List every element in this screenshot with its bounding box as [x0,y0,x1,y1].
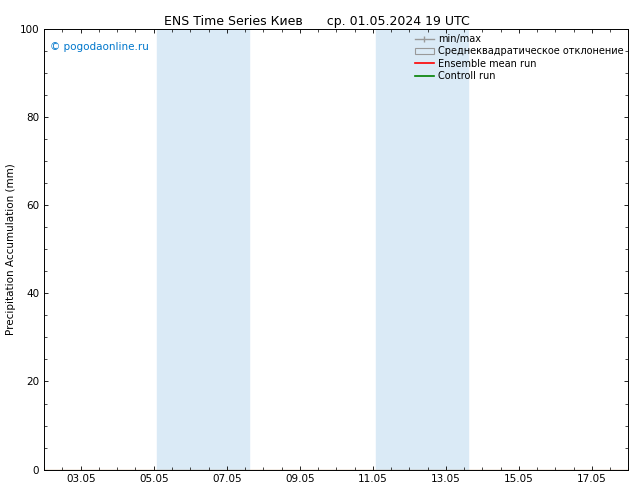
Bar [157,29,249,469]
Y-axis label: Precipitation Accumulation (mm): Precipitation Accumulation (mm) [6,164,16,335]
Bar [377,29,468,469]
Text: ENS Time Series Киев      ср. 01.05.2024 19 UTC: ENS Time Series Киев ср. 01.05.2024 19 U… [164,15,470,28]
Legend: min/max, Среднеквадратическое отклонение, Ensemble mean run, Controll run: min/max, Среднеквадратическое отклонение… [413,32,626,83]
Text: © pogodaonline.ru: © pogodaonline.ru [50,42,149,52]
